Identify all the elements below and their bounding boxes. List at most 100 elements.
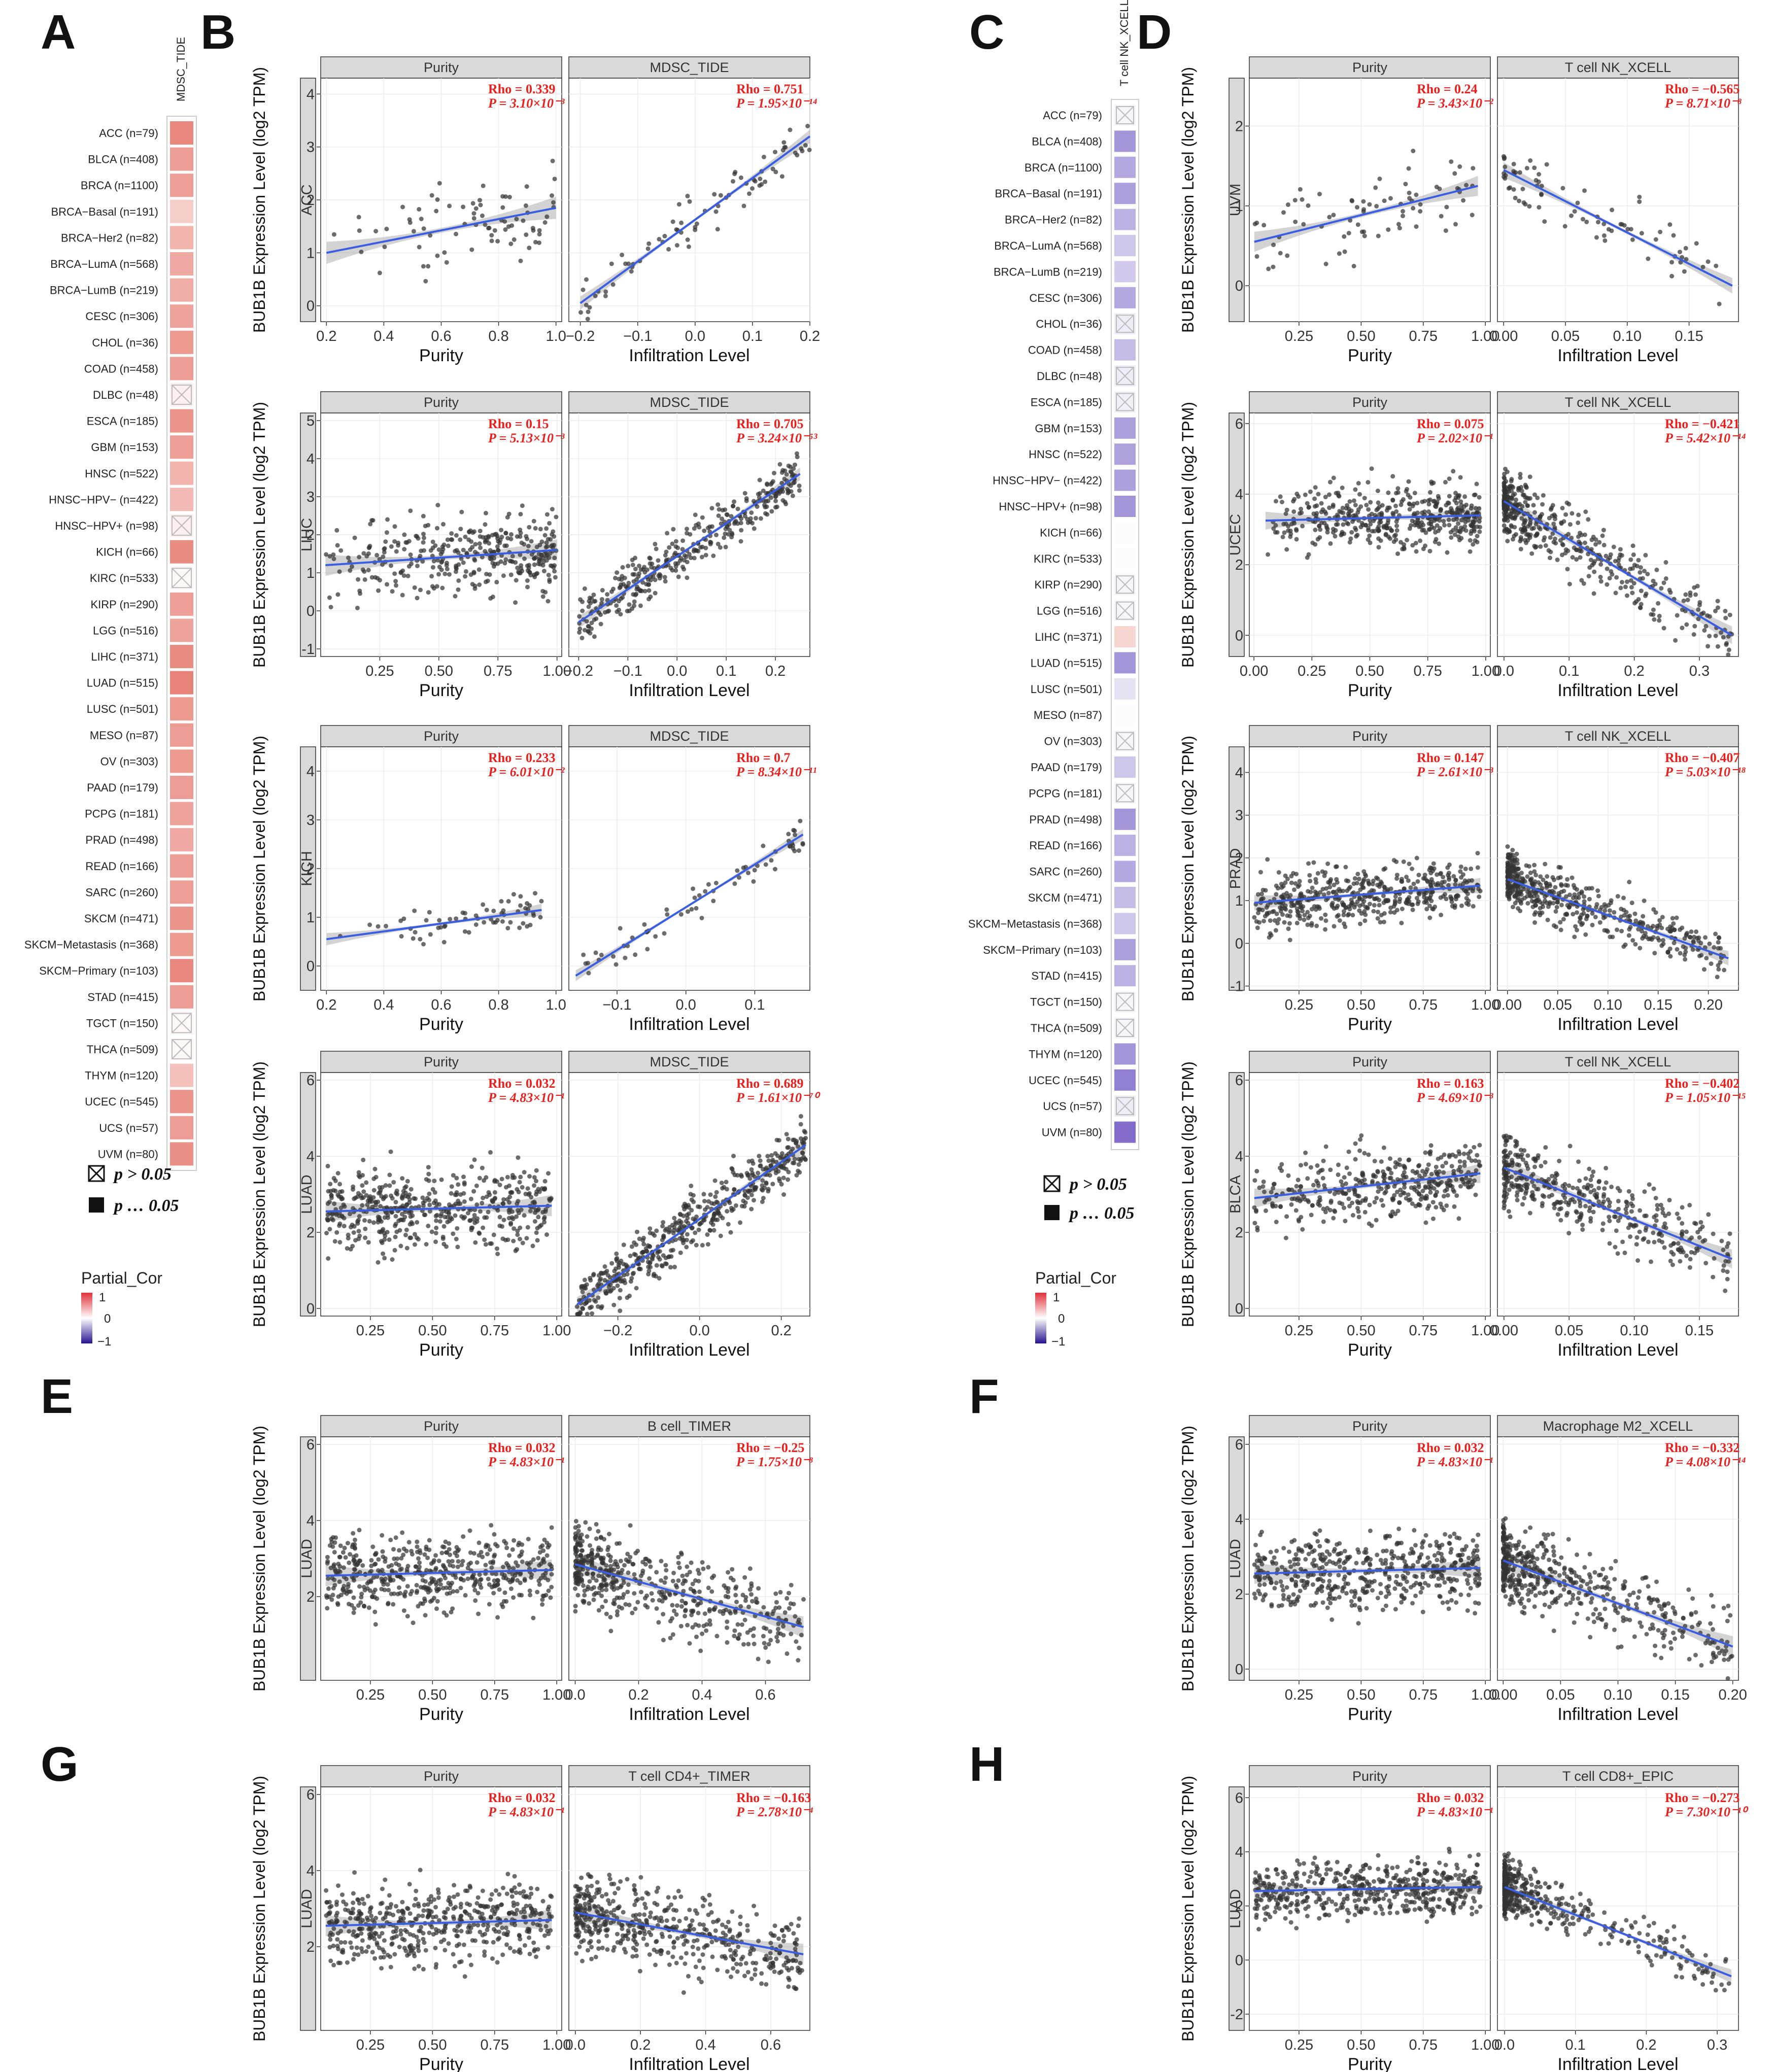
data-point xyxy=(502,219,507,224)
data-point xyxy=(1463,867,1468,872)
data-point xyxy=(716,513,721,518)
data-point xyxy=(1367,202,1372,207)
data-point xyxy=(713,1194,718,1199)
data-point xyxy=(1504,506,1509,511)
panel-label-d: D xyxy=(1137,5,1172,59)
data-point xyxy=(588,1277,593,1283)
facet-strip xyxy=(320,725,562,747)
data-point xyxy=(596,1295,601,1300)
data-point xyxy=(1694,241,1699,246)
data-point xyxy=(1530,881,1535,886)
data-point xyxy=(408,508,413,513)
heatmap-cell xyxy=(170,409,193,433)
data-point xyxy=(672,1264,677,1269)
data-point xyxy=(533,555,538,560)
data-point xyxy=(1408,885,1413,890)
data-point xyxy=(1310,1203,1315,1208)
data-point xyxy=(1403,182,1408,187)
data-point xyxy=(478,1209,483,1214)
data-point xyxy=(726,1222,731,1227)
heatmap-row-label: READ (n=166) xyxy=(1029,839,1102,852)
data-point xyxy=(732,520,737,525)
data-point xyxy=(1649,612,1654,617)
data-point xyxy=(766,498,771,503)
data-point xyxy=(364,554,369,559)
data-point xyxy=(1389,528,1394,533)
data-point xyxy=(1700,264,1705,269)
data-point xyxy=(709,524,714,529)
heatmap-cell xyxy=(1114,913,1136,935)
data-point xyxy=(410,1213,415,1218)
data-point xyxy=(1458,864,1463,869)
data-point xyxy=(1558,865,1563,870)
data-point xyxy=(1385,887,1390,892)
data-point xyxy=(481,183,486,188)
data-point xyxy=(1314,880,1319,885)
data-point xyxy=(429,574,434,579)
data-point xyxy=(1300,524,1305,529)
data-point xyxy=(779,1182,784,1187)
data-point xyxy=(738,1220,743,1225)
data-point xyxy=(1306,915,1311,920)
data-point xyxy=(1294,920,1300,925)
data-point xyxy=(1590,922,1595,927)
data-point xyxy=(472,1207,477,1213)
data-point xyxy=(591,592,596,597)
data-point xyxy=(756,1170,761,1176)
heatmap-ns-marker xyxy=(1116,315,1134,333)
data-point xyxy=(1582,188,1587,193)
data-point xyxy=(728,1230,733,1235)
data-point xyxy=(404,1246,410,1251)
data-point xyxy=(1692,585,1697,590)
heatmap-cell xyxy=(170,1090,193,1114)
data-point xyxy=(1572,209,1577,214)
data-point xyxy=(1457,537,1462,542)
data-point xyxy=(390,1196,395,1201)
data-point xyxy=(779,470,784,475)
y-tick-label: 2 xyxy=(306,192,315,209)
data-point xyxy=(1405,487,1410,492)
data-point xyxy=(681,1214,686,1218)
data-point xyxy=(1401,209,1405,214)
data-point xyxy=(1283,511,1288,516)
data-point xyxy=(491,920,496,925)
data-point xyxy=(1431,1216,1436,1221)
data-point xyxy=(1348,536,1353,541)
data-point xyxy=(1406,166,1411,171)
data-point xyxy=(535,1226,540,1231)
data-point xyxy=(1366,528,1371,533)
x-tick-label: 0.50 xyxy=(1347,328,1375,344)
data-point xyxy=(699,555,704,560)
data-point xyxy=(700,1242,705,1248)
data-point xyxy=(495,544,500,549)
heatmap-cell xyxy=(170,880,193,904)
data-point xyxy=(1382,911,1387,916)
data-point xyxy=(603,1289,608,1294)
data-point xyxy=(326,1189,331,1194)
data-point xyxy=(1413,1170,1418,1176)
data-point xyxy=(350,1244,355,1249)
data-point xyxy=(405,1179,410,1184)
data-point xyxy=(588,601,593,606)
heatmap-row-label: LUAD (n=515) xyxy=(87,677,158,689)
data-point xyxy=(1512,869,1517,874)
data-point xyxy=(1541,493,1546,498)
data-point xyxy=(1478,525,1482,530)
data-point xyxy=(346,555,351,560)
data-point xyxy=(1407,526,1412,531)
data-point xyxy=(1359,229,1364,234)
data-point xyxy=(413,930,418,935)
data-point xyxy=(602,1264,607,1269)
y-tick-label: 3 xyxy=(306,140,315,156)
data-point xyxy=(770,1182,775,1187)
data-point xyxy=(356,577,361,582)
data-point xyxy=(1668,590,1673,595)
data-point xyxy=(1533,533,1538,538)
data-point xyxy=(533,239,538,245)
data-point xyxy=(1508,891,1513,896)
data-point xyxy=(377,557,382,562)
heatmap-column-label: MDSC_TIDE xyxy=(175,37,187,101)
scatter-plot-b-lihc: BUB1B Expression Level (log2 TPM) LIHC-10… xyxy=(250,391,818,700)
data-point xyxy=(1317,1195,1322,1200)
y-tick-label: 1 xyxy=(306,910,315,926)
